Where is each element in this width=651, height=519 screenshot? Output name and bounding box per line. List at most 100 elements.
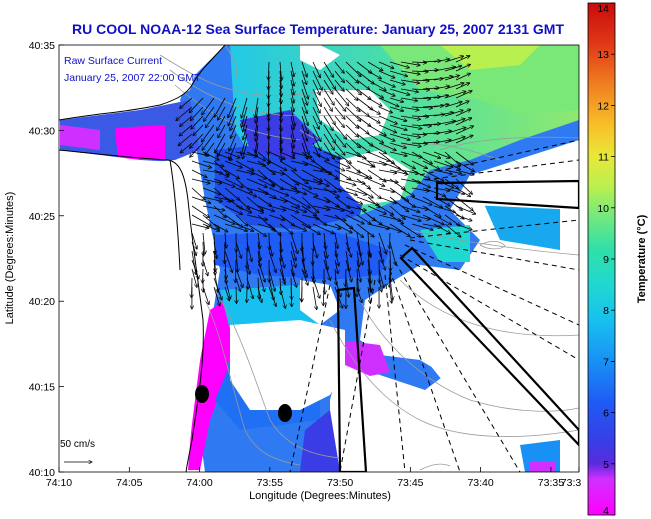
current-vector [190,106,204,121]
current-vector [455,223,472,230]
current-vector [301,187,318,196]
current-vector [356,250,359,267]
current-vector [279,250,285,268]
current-vector [268,214,285,220]
current-vector [268,250,276,273]
current-vector [389,97,404,102]
current-vector [279,223,293,234]
current-vector [257,151,271,163]
current-vector [334,106,345,119]
current-vector [411,178,431,188]
current-vector [280,97,282,116]
current-vector [257,205,275,211]
current-vector [356,160,374,167]
current-vector [290,124,295,142]
current-vector [367,151,390,161]
x-axis: 74:10 74:05 74:00 73:55 73:50 73:45 73:40 73:35… [46,467,581,489]
current-vector [191,205,209,217]
current-vector [191,151,209,156]
current-vector [356,106,369,116]
y-tick-label: 40:35 [29,40,55,52]
colorbar-tick-label: 7 [603,356,609,368]
current-vector [268,277,274,300]
current-vector [345,169,368,178]
current-vector [301,142,307,159]
current-vector [433,214,452,225]
current-vector [205,115,215,128]
current-vector [356,79,370,90]
current-vector [202,151,219,160]
current-vector [224,196,243,209]
current-vector [202,214,219,229]
current-vector [367,115,380,123]
current-vector [345,205,366,211]
current-vector [241,133,248,155]
current-vector [268,151,285,159]
current-vector [422,169,444,181]
current-vector [290,214,311,228]
y-tick-label: 40:25 [29,211,55,223]
current-vector [257,223,274,229]
current-vector [301,133,309,155]
current-vector [301,205,317,216]
current-vector [204,106,215,121]
current-vector [422,133,440,134]
current-vector [367,133,384,143]
current-label: Raw Surface Current [64,55,162,67]
x-axis-label: Longitude (Degrees:Minutes) [249,490,391,502]
current-vector [224,151,240,158]
current-vector [389,79,405,85]
current-vector [301,70,307,85]
current-vector [279,178,297,189]
current-vector [345,160,360,173]
current-vector [224,178,243,188]
current-vector [235,205,252,213]
current-vector [191,223,209,228]
current-vector [345,259,352,282]
current-vector [312,106,321,124]
current-vector [411,125,431,126]
current-vector [255,133,259,153]
land-mass-south [59,150,205,472]
current-vector [243,115,248,132]
current-vector [235,214,248,226]
current-vector [213,151,232,160]
current-vector [334,70,344,83]
current-vector [334,133,346,147]
current-vector [280,70,282,89]
current-vector [191,169,207,178]
current-vector [191,196,211,203]
current-vector [312,79,320,95]
current-vector [367,259,371,283]
current-vector [400,142,421,147]
current-vector [444,187,465,194]
current-vector [323,196,339,207]
current-vector [389,124,407,130]
current-vector [389,70,408,76]
current-vector [312,97,320,113]
current-vector [280,61,282,80]
current-vector [224,205,243,215]
current-vector [241,106,248,127]
current-vector [367,160,386,165]
current-vector [389,187,409,201]
current-vector [345,223,364,237]
current-vector [444,160,460,170]
colorbar-tick-label: 14 [597,3,609,15]
current-vector [345,133,360,148]
current-vector [235,187,257,197]
current-vector [334,169,351,180]
x-tick-label: 73:45 [397,477,423,489]
current-vector [433,95,449,99]
current-vector [378,268,384,288]
current-vector [356,115,371,127]
current-vector [455,56,470,63]
current-vector [323,61,334,77]
current-vector [213,223,228,232]
current-vector [367,268,371,291]
current-vector [202,133,215,150]
current-vector [433,131,451,135]
current-vector [279,268,285,284]
current-vector [280,106,281,122]
current-vector [334,250,339,266]
